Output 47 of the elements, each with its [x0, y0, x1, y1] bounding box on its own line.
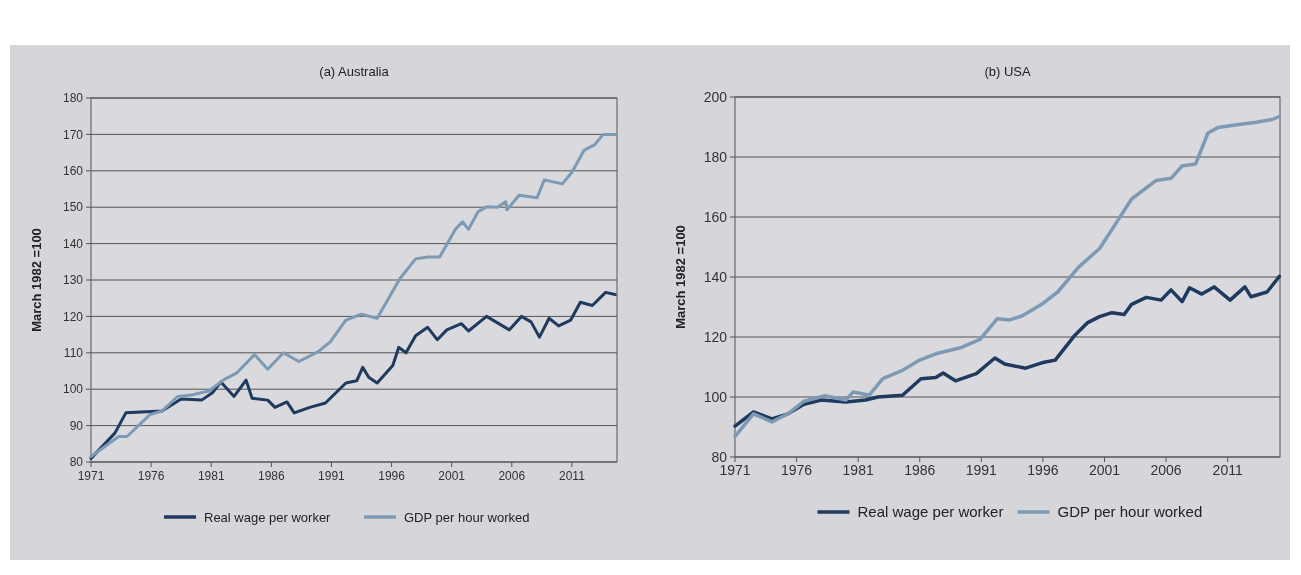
- y-tick-label: 100: [703, 388, 728, 405]
- x-tick-label: 1976: [137, 469, 165, 483]
- x-tick-label: 1991: [318, 469, 346, 483]
- y-axis-title: March 1982 =100: [29, 228, 44, 332]
- legend-label: Real wage per worker: [857, 503, 1004, 521]
- x-tick-label: 2001: [1088, 462, 1121, 478]
- line-series: [733, 274, 1282, 428]
- x-tick-label: 1971: [719, 462, 751, 478]
- y-tick-label: 140: [703, 268, 728, 285]
- x-tick-label: 1996: [378, 469, 406, 483]
- y-tick-label: 170: [62, 127, 84, 142]
- x-tick-label: 2006: [1150, 462, 1182, 478]
- y-axis-title: March 1982 =100: [673, 225, 688, 329]
- line-series: [733, 114, 1282, 439]
- y-tick-label: 100: [62, 382, 84, 397]
- x-tick-label: 2006: [498, 469, 526, 483]
- y-tick-label: 90: [69, 418, 84, 433]
- chart-title: (a) Australia: [319, 64, 390, 79]
- y-tick-label: 200: [703, 88, 728, 105]
- y-tick-label: 140: [62, 236, 84, 251]
- y-tick-label: 80: [69, 455, 84, 470]
- y-tick-label: 180: [703, 148, 728, 165]
- legend-label: GDP per hour worked: [404, 509, 530, 525]
- legend-label: GDP per hour worked: [1057, 503, 1203, 521]
- y-tick-label: 120: [62, 309, 84, 324]
- y-tick-label: 130: [62, 273, 84, 288]
- x-tick-label: 1976: [781, 462, 813, 478]
- x-tick-label: 2011: [1212, 462, 1243, 478]
- x-tick-label: 1996: [1027, 462, 1059, 478]
- y-tick-label: 160: [62, 164, 84, 178]
- x-tick-label: 1971: [77, 469, 105, 483]
- legend-label: Real wage per worker: [204, 509, 332, 525]
- y-tick-label: 150: [62, 200, 84, 215]
- x-tick-label: 1986: [904, 462, 936, 478]
- y-tick-label: 80: [711, 448, 728, 465]
- y-tick-label: 120: [703, 328, 728, 345]
- y-tick-label: 180: [62, 91, 84, 106]
- y-tick-label: 160: [703, 208, 728, 225]
- x-tick-label: 1986: [257, 469, 286, 483]
- chart-title: (b) USA: [984, 64, 1031, 79]
- x-tick-label: 1981: [197, 469, 225, 483]
- x-tick-label: 2001: [438, 469, 466, 483]
- line-series: [89, 132, 617, 459]
- y-tick-label: 110: [63, 346, 84, 360]
- x-tick-label: 2011: [559, 469, 586, 483]
- x-tick-label: 1981: [842, 462, 874, 478]
- x-tick-label: 1991: [965, 462, 998, 478]
